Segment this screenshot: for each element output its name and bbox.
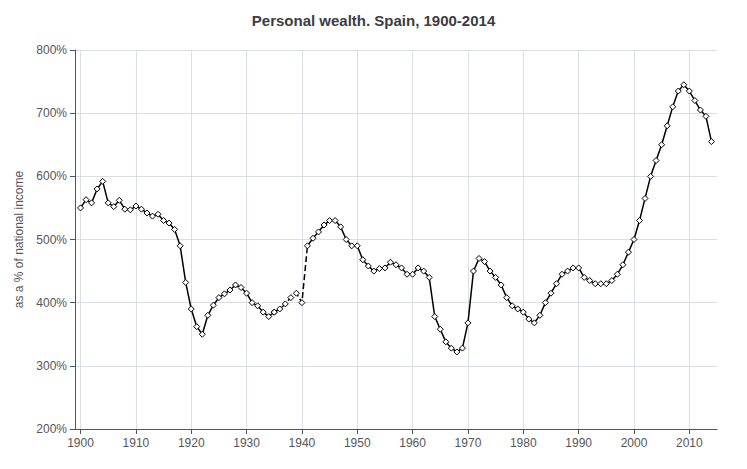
svg-text:1970: 1970 bbox=[455, 436, 482, 450]
svg-text:2000: 2000 bbox=[621, 436, 648, 450]
svg-text:as a % of national income: as a % of national income bbox=[12, 170, 26, 308]
svg-text:1980: 1980 bbox=[510, 436, 537, 450]
svg-text:1960: 1960 bbox=[399, 436, 426, 450]
svg-text:1940: 1940 bbox=[289, 436, 316, 450]
svg-text:800%: 800% bbox=[36, 43, 67, 57]
svg-text:500%: 500% bbox=[36, 233, 67, 247]
svg-text:400%: 400% bbox=[36, 296, 67, 310]
svg-text:700%: 700% bbox=[36, 106, 67, 120]
svg-text:1950: 1950 bbox=[344, 436, 371, 450]
svg-text:600%: 600% bbox=[36, 169, 67, 183]
svg-text:1900: 1900 bbox=[67, 436, 94, 450]
svg-text:1910: 1910 bbox=[123, 436, 150, 450]
svg-text:1930: 1930 bbox=[233, 436, 260, 450]
svg-text:2010: 2010 bbox=[676, 436, 703, 450]
svg-text:1920: 1920 bbox=[178, 436, 205, 450]
svg-text:200%: 200% bbox=[36, 422, 67, 436]
svg-text:1990: 1990 bbox=[565, 436, 592, 450]
svg-text:300%: 300% bbox=[36, 359, 67, 373]
svg-text:Personal wealth. Spain, 1900-2: Personal wealth. Spain, 1900-2014 bbox=[252, 12, 496, 29]
